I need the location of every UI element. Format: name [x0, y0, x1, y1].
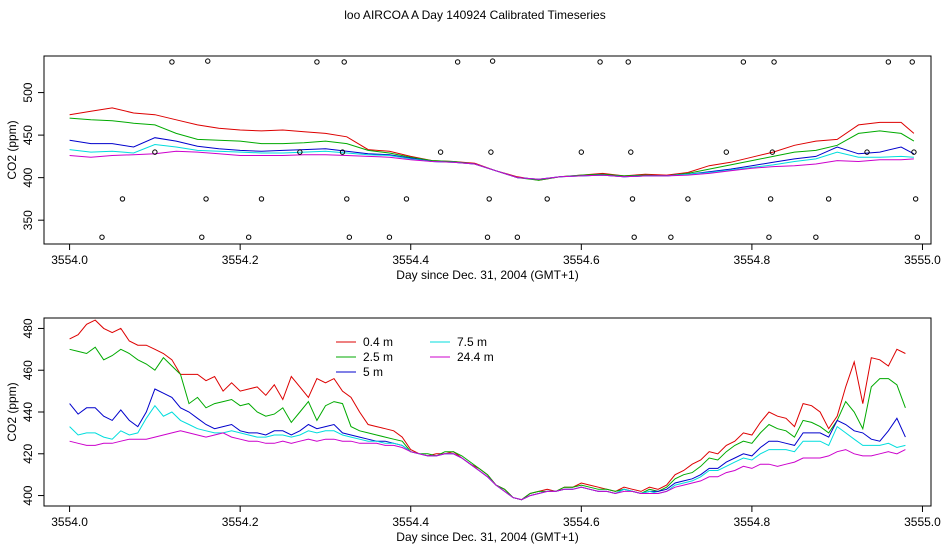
panel2-series-line-24-4-m — [69, 430, 906, 501]
panel1-scatter-point — [484, 234, 491, 240]
panel1-scatter-point — [825, 196, 832, 202]
panel1-scatter-point — [489, 58, 496, 64]
panel1-scatter-point — [205, 58, 211, 64]
panel2-x-tick-label: 3554.4 — [392, 515, 429, 529]
panel2-y-tick-label: 460 — [21, 360, 35, 380]
panel1-x-tick-label: 3554.2 — [222, 253, 259, 267]
panel1-scatter-point — [813, 234, 819, 240]
panel1-scatter-point — [99, 234, 105, 240]
panel2-x-tick-label: 3554.0 — [51, 515, 88, 529]
panel1-scatter-point — [740, 59, 747, 65]
panel2-y-tick-label: 440 — [21, 402, 35, 422]
panel2-y-tick-label: 400 — [21, 485, 35, 505]
panel1-scatter-point — [911, 149, 917, 155]
panel1-y-axis-label: CO2 (ppm) — [5, 120, 19, 179]
panel1-y-tick-label: 500 — [21, 82, 35, 102]
panel1-y-tick-label: 400 — [21, 167, 35, 187]
panel1-scatter-point — [341, 59, 347, 65]
panel1-scatter-point — [346, 234, 353, 240]
panel1-scatter-point — [864, 149, 870, 155]
legend-label: 2.5 m — [363, 350, 393, 364]
panel1-scatter-point — [437, 149, 444, 155]
panel1-scatter-point — [386, 234, 393, 240]
panel2-series-line-2-5-m — [69, 346, 906, 501]
panel1-scatter-point — [199, 234, 205, 240]
panel1-x-tick-label: 3554.6 — [563, 253, 600, 267]
panel1-scatter-point — [766, 234, 772, 240]
panel1-scatter-point — [767, 196, 774, 202]
panel1-x-tick-label: 3555.0 — [904, 253, 941, 267]
panel1-scatter-point — [625, 59, 631, 65]
panel2-y-axis-label: CO2 (ppm) — [5, 382, 19, 441]
panel1-x-tick-label: 3554.4 — [392, 253, 429, 267]
panel2-series-line-7-5-m — [69, 404, 906, 501]
panel2-x-tick-label: 3555.0 — [904, 515, 941, 529]
panel1-plot-frame — [43, 55, 932, 245]
panel1-scatter-point — [488, 149, 494, 155]
panel1-scatter-point — [514, 234, 521, 240]
panel1-scatter-point — [914, 234, 921, 240]
panel1-series-line-5-m — [69, 137, 915, 180]
panel1-scatter-point — [578, 149, 585, 155]
panel1-scatter-point — [544, 196, 550, 202]
panel1-scatter-point — [297, 149, 303, 155]
panel1-scatter-point — [597, 59, 603, 65]
legend-label: 0.4 m — [363, 335, 393, 349]
panel1-scatter-point — [769, 149, 776, 155]
panel1-scatter-point — [486, 196, 492, 202]
panel1-scatter-point — [912, 196, 919, 202]
panel2-series-line-0-4-m — [69, 319, 906, 501]
panel1-scatter-point — [668, 234, 674, 240]
panel1-scatter-point — [909, 59, 915, 65]
panel1-scatter-point — [169, 59, 175, 65]
panel1-series-line-2-5-m — [69, 117, 915, 181]
panel1-y-tick-label: 450 — [21, 125, 35, 145]
panel2-x-tick-label: 3554.6 — [563, 515, 600, 529]
panel1-scatter-point — [403, 196, 410, 202]
panel1-scatter-point — [119, 196, 126, 202]
panel1-scatter-point — [258, 196, 265, 202]
panel2-y-tick-label: 480 — [21, 318, 35, 338]
panel2-x-tick-label: 3554.8 — [734, 515, 771, 529]
panel2-plot-frame — [43, 317, 932, 507]
panel1-scatter-point — [885, 59, 892, 65]
panel1-x-tick-label: 3554.0 — [51, 253, 88, 267]
panel2-x-tick-label: 3554.2 — [222, 515, 259, 529]
panel2-y-tick-label: 420 — [21, 443, 35, 463]
legend-label: 24.4 m — [457, 350, 494, 364]
panel1-scatter-point — [631, 234, 637, 240]
panel1-scatter-point — [339, 149, 346, 155]
panel1-scatter-point — [628, 149, 634, 155]
panel2-series-line-5-m — [69, 388, 906, 501]
panel1-x-axis-label: Day since Dec. 31, 2004 (GMT+1) — [396, 268, 578, 282]
panel1-scatter-point — [245, 234, 252, 240]
panel1-scatter-point — [314, 59, 320, 65]
panel1-y-tick-label: 350 — [21, 210, 35, 230]
legend-label: 7.5 m — [457, 335, 487, 349]
panel1-scatter-point — [344, 196, 350, 202]
panel1-scatter-point — [152, 149, 158, 155]
panel1-x-tick-label: 3554.8 — [734, 253, 771, 267]
panel1-scatter-point — [685, 196, 691, 202]
panel1-scatter-point — [723, 149, 730, 155]
panel1-scatter-point — [629, 196, 636, 202]
legend-label: 5 m — [363, 365, 383, 379]
panel2-x-axis-label: Day since Dec. 31, 2004 (GMT+1) — [396, 530, 578, 544]
panel1-scatter-point — [203, 196, 209, 202]
chart-title: loo AIRCOA A Day 140924 Calibrated Times… — [344, 8, 606, 22]
panel1-scatter-point — [454, 59, 461, 65]
panel1-series-line-24-4-m — [69, 150, 914, 180]
panel1-scatter-point — [771, 59, 777, 65]
